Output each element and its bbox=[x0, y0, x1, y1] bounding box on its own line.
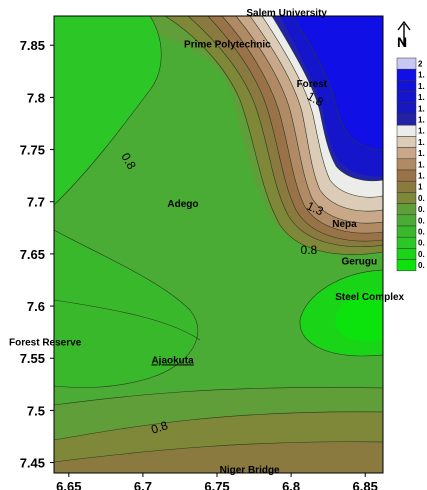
legend-swatch bbox=[396, 214, 417, 227]
contour-line bbox=[54, 16, 162, 206]
y-tick-label: 7.6 bbox=[27, 299, 45, 314]
place-label: Forest bbox=[297, 79, 328, 90]
place-label: Adego bbox=[167, 199, 198, 210]
contour-label: 0.8 bbox=[149, 418, 170, 437]
legend-label: 1. bbox=[418, 172, 425, 181]
legend-swatch bbox=[396, 225, 417, 238]
contour-lines bbox=[54, 16, 383, 463]
y-tick-label: 7.7 bbox=[27, 195, 45, 210]
legend-swatch bbox=[396, 136, 417, 148]
legend-swatch bbox=[396, 124, 417, 137]
place-label: Steel Complex bbox=[335, 292, 404, 303]
legend-label: 0. bbox=[418, 205, 425, 214]
legend-label: 1. bbox=[418, 104, 425, 113]
contour-line bbox=[54, 387, 383, 406]
legend-label: 1 bbox=[418, 183, 423, 192]
contour-line bbox=[299, 269, 383, 357]
legend-label: 1. bbox=[418, 149, 425, 158]
legend-label: 0. bbox=[418, 194, 425, 203]
place-label: Salem University bbox=[246, 8, 327, 19]
legend-swatch bbox=[396, 158, 417, 171]
contour-line bbox=[54, 441, 383, 463]
place-label: Niger Bridge bbox=[220, 465, 280, 476]
y-tick-label: 7.85 bbox=[20, 38, 45, 53]
legend-swatch bbox=[396, 57, 417, 70]
place-labels: Salem University Prime Polytechnic Forest A… bbox=[9, 8, 405, 476]
contour-line bbox=[271, 16, 383, 182]
legend-label: 1. bbox=[418, 127, 425, 136]
legend-swatch bbox=[396, 147, 417, 160]
contour-line bbox=[54, 299, 201, 341]
legend-swatch bbox=[396, 68, 417, 81]
place-label: Ajaokuta bbox=[151, 355, 194, 366]
band-left-light bbox=[54, 230, 198, 388]
y-tick-label: 7.75 bbox=[20, 143, 45, 158]
contour-line bbox=[207, 16, 383, 242]
axis-ticks: 6.65 6.7 6.75 6.8 6.85 7.85 7.8 7.75 7.7 7.65 7.6 7… bbox=[20, 38, 378, 490]
y-tick-label: 7.65 bbox=[20, 247, 45, 262]
contour-line bbox=[249, 16, 383, 212]
legend-swatch bbox=[396, 169, 417, 182]
legend-swatch bbox=[396, 203, 417, 216]
place-label: Prime Polytechnic bbox=[184, 39, 271, 50]
legend-label: 1. bbox=[418, 93, 425, 102]
legend-swatch bbox=[396, 259, 417, 272]
contour-line bbox=[221, 16, 383, 234]
contour-line bbox=[54, 411, 383, 441]
contour-line bbox=[235, 16, 383, 224]
legend-swatch bbox=[396, 248, 417, 260]
color-legend: 2 1. 1. 1. 1. 1. 1. 1. 1. 1. 1. 1 0. 0. 0. 0. 0. 0. 0. bbox=[396, 57, 425, 272]
band-right-lime-core bbox=[335, 290, 383, 342]
legend-label: 0. bbox=[418, 250, 425, 259]
y-tick-label: 7.45 bbox=[20, 456, 45, 471]
legend-label: 1. bbox=[418, 138, 425, 147]
contour-line bbox=[261, 16, 383, 198]
contour-line bbox=[164, 16, 383, 255]
place-label: Nepa bbox=[332, 219, 357, 230]
legend-swatch bbox=[396, 236, 417, 249]
band-10 bbox=[292, 16, 383, 150]
contour-label: 0.8 bbox=[301, 243, 318, 257]
y-tick-label: 7.5 bbox=[27, 403, 45, 418]
north-arrow-icon: N bbox=[397, 20, 411, 50]
legend-label: 1. bbox=[418, 160, 425, 169]
legend-label: 0. bbox=[418, 228, 425, 237]
legend-label: 1. bbox=[418, 116, 425, 125]
legend-swatch bbox=[396, 91, 417, 104]
place-label: Forest Reserve bbox=[9, 338, 82, 349]
legend-swatch bbox=[396, 180, 417, 193]
legend-label: 1. bbox=[418, 71, 425, 80]
place-label: Gerugu bbox=[342, 256, 378, 267]
contour-bands bbox=[54, 16, 383, 473]
legend-swatch bbox=[396, 113, 417, 126]
band-bottom-darker bbox=[54, 441, 383, 473]
contour-label: 1.3 bbox=[305, 199, 326, 219]
north-label: N bbox=[397, 34, 407, 50]
legend-swatch bbox=[396, 80, 417, 92]
contour-line bbox=[291, 16, 383, 151]
y-tick-label: 7.8 bbox=[27, 90, 45, 105]
band-left-bright bbox=[54, 16, 162, 205]
legend-label: 0. bbox=[418, 239, 425, 248]
legend-label: 2 bbox=[418, 60, 423, 69]
x-tick-label: 6.8 bbox=[282, 479, 300, 490]
legend-swatch bbox=[396, 192, 417, 204]
legend-label: 1. bbox=[418, 82, 425, 91]
x-tick-label: 6.65 bbox=[56, 479, 81, 490]
contour-line bbox=[187, 16, 383, 247]
y-tick-label: 7.55 bbox=[20, 351, 45, 366]
x-tick-label: 6.85 bbox=[353, 479, 378, 490]
x-tick-label: 6.75 bbox=[204, 479, 229, 490]
x-tick-label: 6.7 bbox=[134, 479, 152, 490]
legend-swatch bbox=[396, 102, 417, 115]
legend-label: 0. bbox=[418, 261, 425, 270]
plot-frame bbox=[53, 15, 384, 474]
legend-label: 0. bbox=[418, 216, 425, 225]
